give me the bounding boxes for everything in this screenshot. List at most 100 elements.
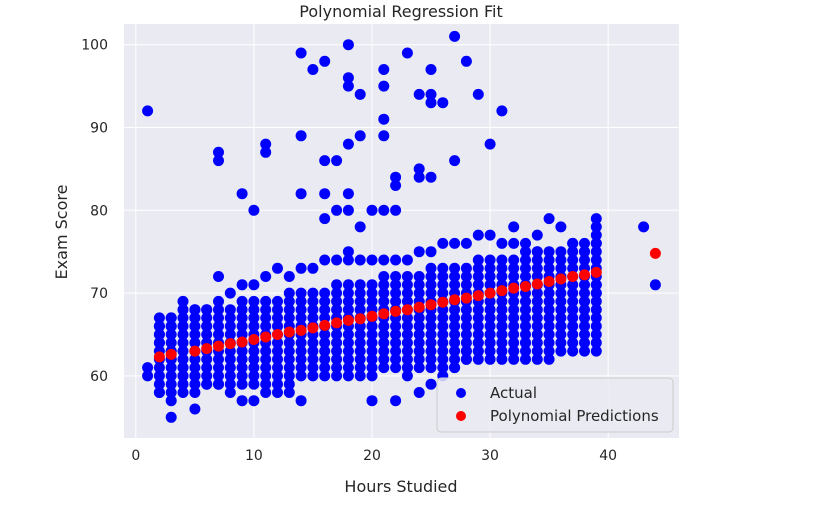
actual-point [449, 345, 461, 357]
actual-point [272, 304, 283, 316]
actual-point [508, 312, 520, 324]
x-tick-label: 30 [481, 448, 499, 464]
y-axis-label: Exam Score [52, 185, 71, 280]
actual-point [307, 345, 319, 357]
actual-point [555, 345, 567, 357]
actual-point [484, 138, 496, 150]
actual-point [331, 345, 343, 357]
actual-point [484, 262, 496, 274]
actual-point [295, 304, 307, 316]
actual-point [460, 345, 472, 357]
actual-point [520, 246, 531, 258]
actual-point [342, 138, 354, 150]
prediction-point [413, 301, 425, 313]
actual-point [354, 279, 366, 291]
actual-point [201, 362, 213, 374]
actual-point [531, 320, 543, 332]
actual-point [378, 329, 390, 340]
prediction-point [366, 310, 378, 322]
actual-point [236, 279, 248, 291]
actual-point [248, 353, 260, 365]
actual-point [531, 229, 543, 241]
actual-point [567, 237, 579, 249]
actual-point [295, 287, 307, 299]
actual-point [331, 279, 343, 291]
actual-point [401, 337, 413, 349]
prediction-point [342, 314, 354, 326]
actual-point [555, 254, 567, 266]
actual-point [437, 345, 449, 357]
actual-point [543, 304, 555, 316]
actual-point [520, 254, 531, 266]
actual-point [437, 353, 449, 365]
actual-point [331, 155, 343, 167]
actual-point [425, 246, 437, 258]
actual-point [413, 287, 425, 299]
actual-point [260, 295, 272, 307]
actual-point [425, 378, 437, 390]
prediction-point [579, 269, 590, 281]
actual-point [496, 337, 508, 349]
actual-point [342, 362, 354, 374]
x-tick-label: 0 [131, 448, 140, 464]
actual-point [413, 345, 425, 357]
actual-point [567, 295, 579, 307]
actual-point [342, 370, 354, 382]
actual-point [413, 337, 425, 349]
actual-point [165, 378, 177, 390]
actual-point [236, 320, 248, 332]
actual-point [449, 337, 461, 349]
prediction-point [437, 296, 449, 308]
actual-point [531, 353, 543, 365]
actual-point [390, 271, 402, 282]
actual-point [567, 287, 579, 299]
actual-point [342, 345, 354, 357]
actual-point [508, 353, 520, 365]
actual-point [354, 287, 366, 299]
actual-point [236, 370, 248, 382]
actual-point [201, 378, 213, 390]
actual-point [201, 329, 213, 340]
actual-point [295, 130, 307, 142]
actual-point [165, 312, 177, 324]
actual-point [295, 47, 307, 59]
actual-point [213, 304, 224, 316]
actual-point [354, 353, 366, 365]
actual-point [319, 254, 331, 266]
actual-point [354, 130, 366, 142]
actual-point [449, 237, 461, 249]
actual-point [272, 337, 283, 349]
actual-point [520, 295, 531, 307]
actual-point [260, 345, 272, 357]
actual-point [413, 329, 425, 340]
actual-point [520, 304, 531, 316]
actual-point [590, 287, 602, 299]
actual-point [153, 337, 165, 349]
actual-point [543, 246, 555, 258]
actual-point [153, 370, 165, 382]
actual-point [472, 254, 484, 266]
prediction-point [201, 343, 213, 355]
actual-point [649, 279, 661, 291]
actual-point [508, 329, 520, 340]
actual-point [449, 30, 461, 42]
actual-point [342, 254, 354, 266]
x-tick-label: 10 [245, 448, 263, 464]
actual-point [472, 229, 484, 241]
actual-point [295, 362, 307, 374]
actual-point [460, 237, 472, 249]
actual-point [260, 378, 272, 390]
actual-point [520, 312, 531, 324]
actual-point [177, 329, 189, 340]
actual-point [449, 329, 461, 340]
actual-point [425, 279, 437, 291]
actual-point [354, 329, 366, 340]
actual-point [508, 337, 520, 349]
actual-point [342, 188, 354, 200]
legend-label-predictions: Polynomial Predictions [490, 407, 659, 425]
actual-point [342, 204, 354, 216]
actual-point [189, 329, 201, 340]
actual-point [413, 271, 425, 282]
actual-point [460, 312, 472, 324]
